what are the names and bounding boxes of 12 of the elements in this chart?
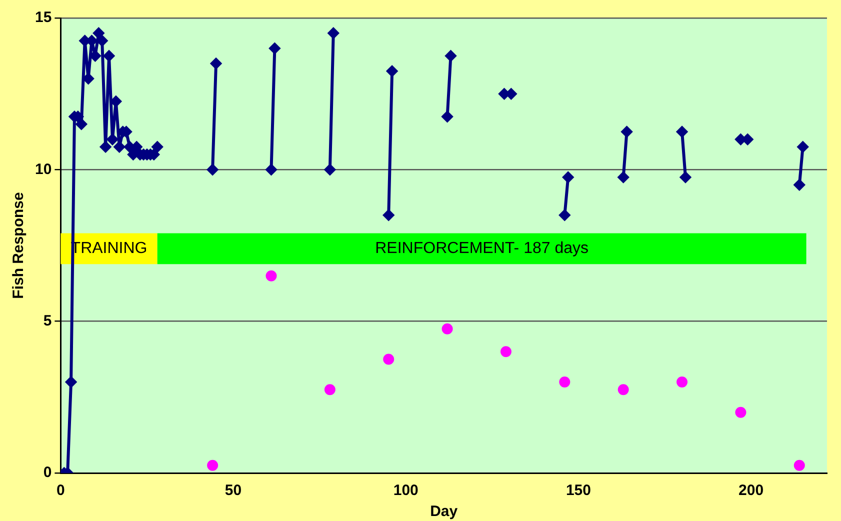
x-tick-label: 50 bbox=[224, 482, 242, 500]
x-tick-label: 100 bbox=[393, 482, 418, 500]
band-label: REINFORCEMENT- 187 days bbox=[375, 240, 589, 258]
y-axis-title: Fish Response bbox=[10, 192, 28, 299]
y-tick-label: 0 bbox=[43, 464, 52, 482]
y-tick-label: 5 bbox=[43, 312, 52, 330]
y-tick-label: 10 bbox=[34, 160, 52, 178]
x-tick-label: 200 bbox=[738, 482, 764, 500]
x-tick-label: 0 bbox=[56, 482, 65, 500]
x-axis-title: Day bbox=[430, 503, 458, 520]
y-tick-label: 15 bbox=[34, 9, 52, 26]
x-tick-label: 150 bbox=[566, 482, 591, 500]
